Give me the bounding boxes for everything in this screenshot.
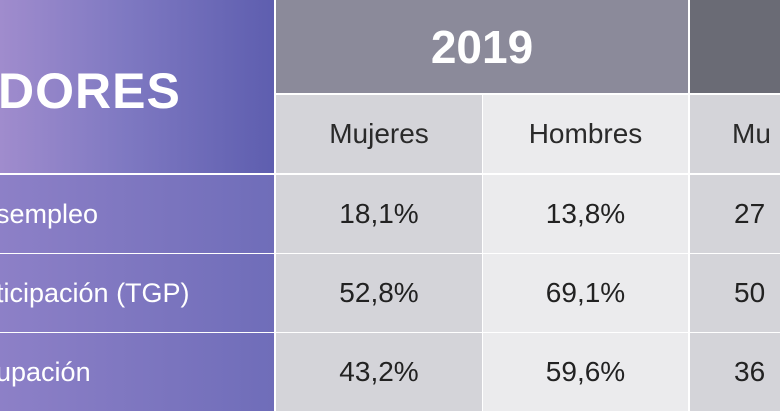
subheader-mujeres: Mujeres (276, 95, 482, 173)
cell-value: 69,1% (545, 277, 626, 308)
cell-value: 59,6% (545, 356, 626, 387)
cell-desempleo-mujeres: 18,1% (276, 175, 482, 253)
cell-ocupacion-mujeres-next: 36 (690, 333, 780, 411)
subheader-mujeres-next: Mu (690, 95, 780, 173)
cell-ocupacion-mujeres: 43,2% (276, 333, 482, 411)
row-label-ocupacion: upación (0, 333, 274, 411)
subheader-mujeres-label: Mujeres (329, 118, 429, 149)
subheader-hombres-label: Hombres (528, 118, 643, 149)
subheader-hombres: Hombres (483, 95, 688, 173)
cell-participacion-mujeres: 52,8% (276, 254, 482, 332)
cell-value: 50 (734, 277, 766, 308)
year-header-next (690, 0, 780, 93)
year-header-label: 2019 (430, 20, 534, 73)
row-label-desempleo: sempleo (0, 175, 274, 253)
cell-value: 43,2% (339, 356, 419, 387)
cell-participacion-hombres: 69,1% (483, 254, 688, 332)
row-label-participacion: ticipación (TGP) (0, 254, 274, 332)
cell-value: 36 (734, 356, 766, 387)
row-label-text: upación (0, 356, 91, 387)
cell-ocupacion-hombres: 59,6% (483, 333, 688, 411)
indicators-header: DORES (0, 0, 274, 173)
row-label-text: ticipación (TGP) (0, 277, 190, 308)
cell-participacion-mujeres-next: 50 (690, 254, 780, 332)
subheader-mujeres-next-label: Mu (732, 118, 771, 149)
cell-value: 27 (734, 198, 766, 229)
cell-value: 18,1% (339, 198, 419, 229)
indicators-header-label: DORES (0, 62, 181, 119)
cell-desempleo-hombres: 13,8% (483, 175, 688, 253)
cell-desempleo-mujeres-next: 27 (690, 175, 780, 253)
year-header-2019: 2019 (276, 0, 688, 93)
cell-value: 52,8% (339, 277, 419, 308)
cell-value: 13,8% (545, 198, 626, 229)
row-label-text: sempleo (0, 198, 99, 229)
